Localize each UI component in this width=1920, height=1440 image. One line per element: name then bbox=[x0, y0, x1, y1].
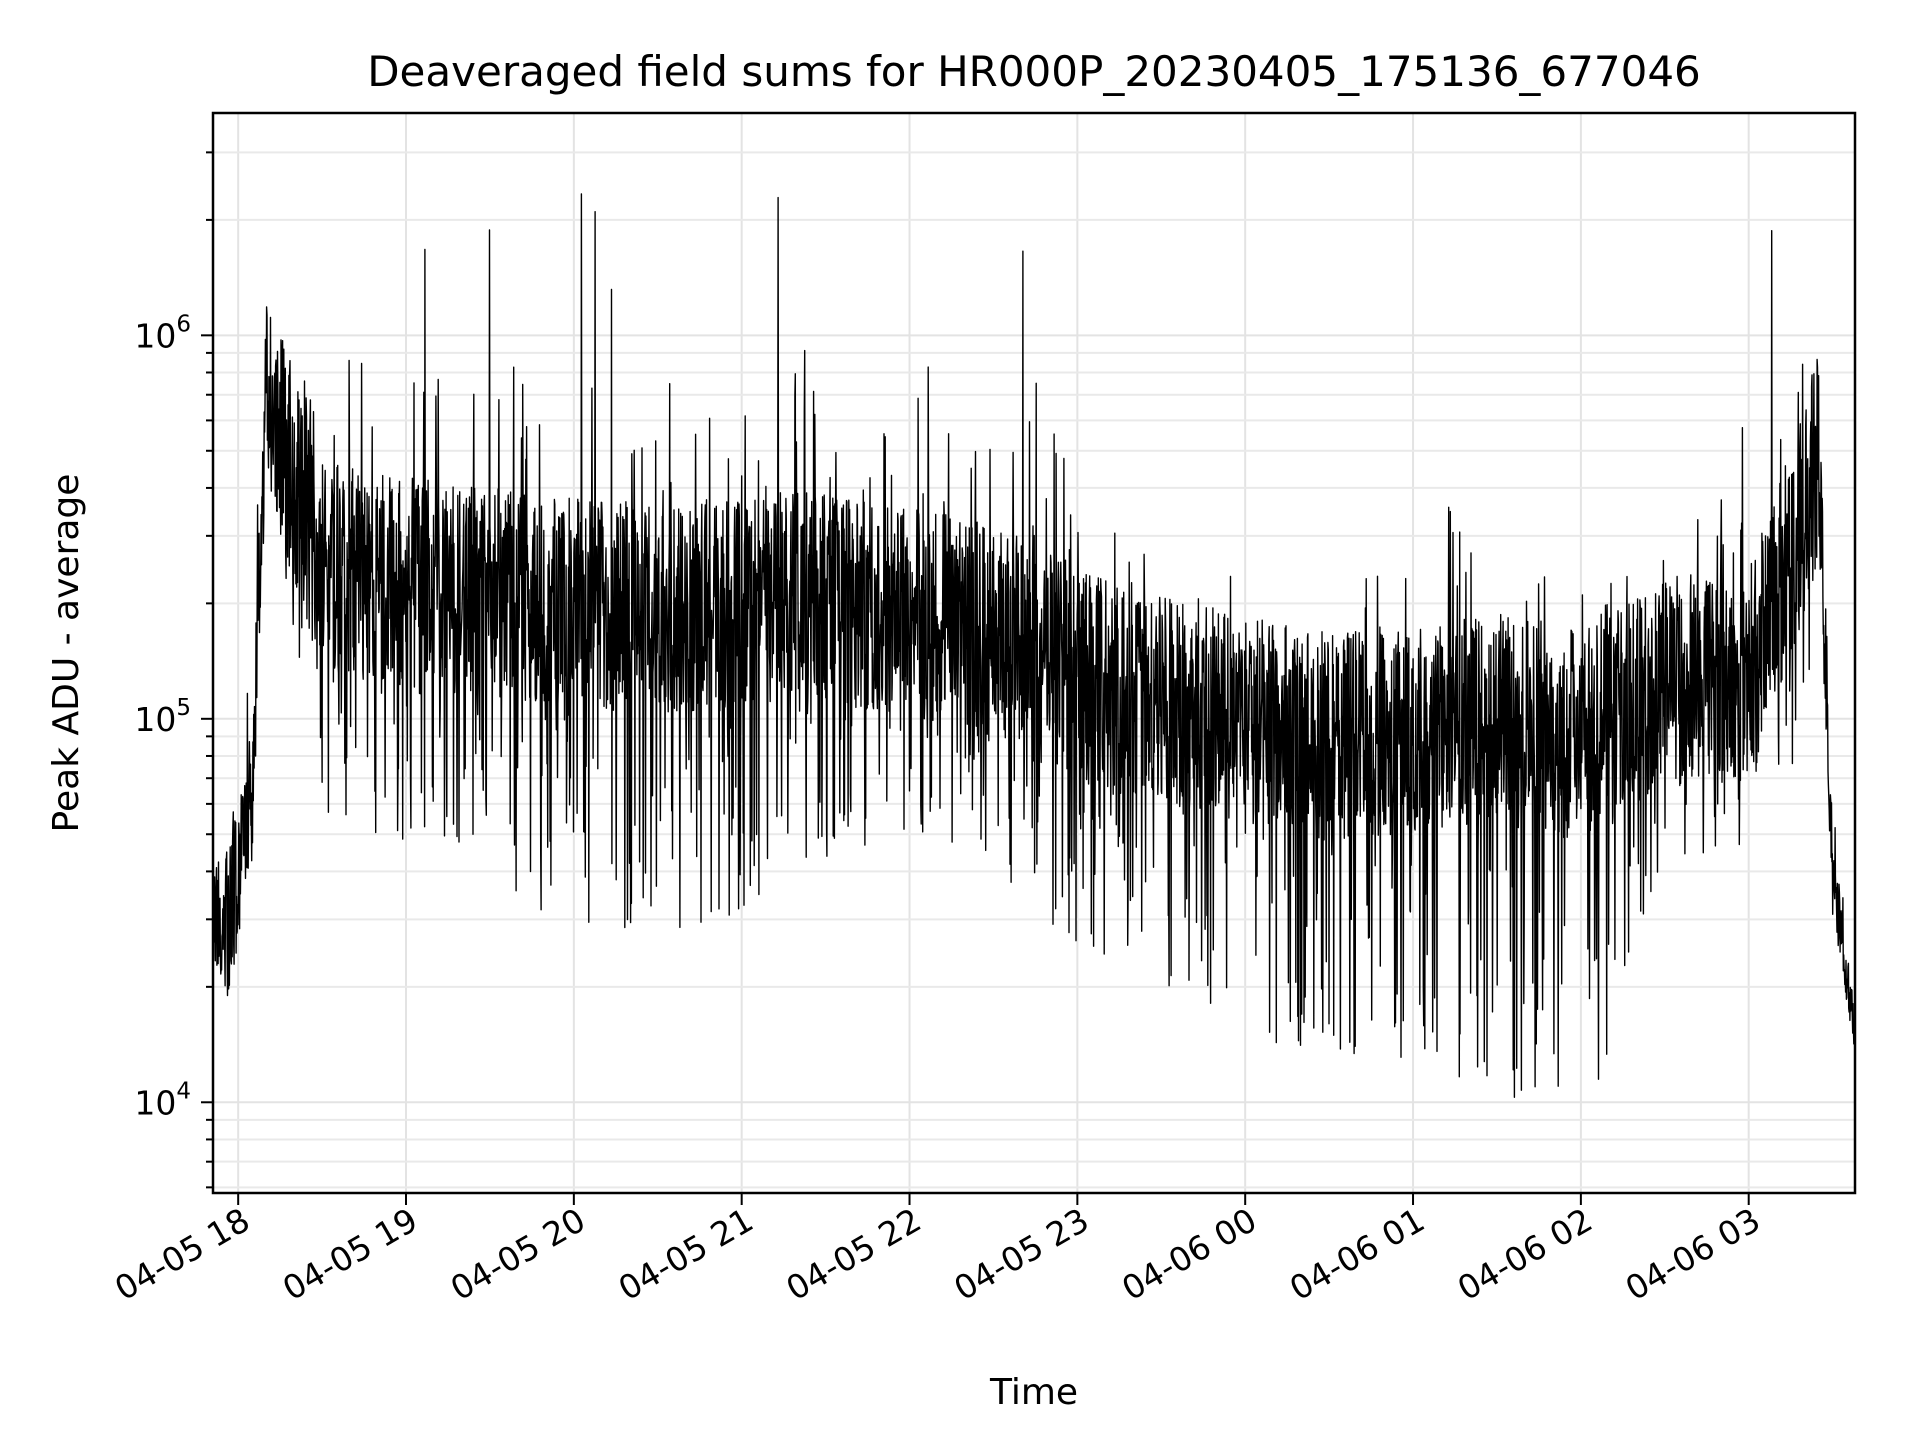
y-tick-exponent: 4 bbox=[176, 1078, 191, 1104]
y-tick-exponent: 6 bbox=[176, 311, 191, 337]
y-tick-base: 10 bbox=[134, 1083, 176, 1122]
y-tick-base: 10 bbox=[134, 700, 176, 739]
y-axis-label: Peak ADU - average bbox=[46, 474, 87, 833]
x-axis-label: Time bbox=[989, 1372, 1078, 1413]
y-tick-base: 10 bbox=[134, 316, 176, 355]
y-tick-exponent: 5 bbox=[176, 695, 191, 721]
series-layer bbox=[212, 193, 1856, 1098]
series-line bbox=[212, 193, 1856, 1098]
y-tick-label: 105 bbox=[134, 695, 191, 739]
y-tick-label: 106 bbox=[134, 311, 191, 355]
plot-frame bbox=[211, 111, 1857, 1195]
chart-title: Deaveraged field sums for HR000P_2023040… bbox=[367, 47, 1701, 96]
y-tick-label: 104 bbox=[134, 1078, 191, 1122]
